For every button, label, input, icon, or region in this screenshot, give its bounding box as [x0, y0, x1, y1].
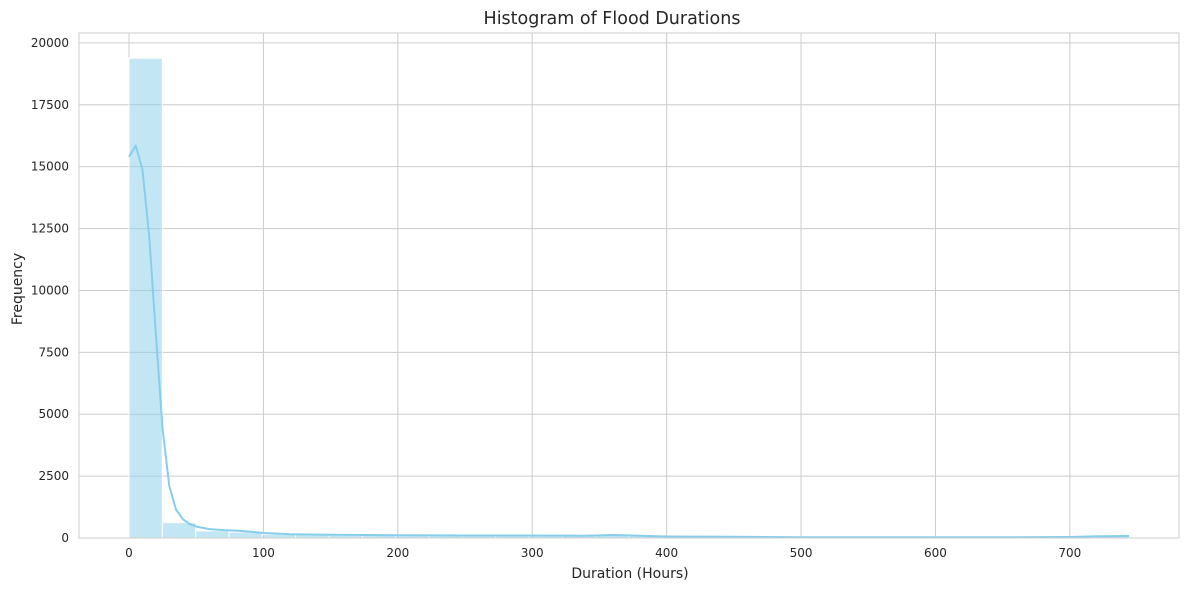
y-axis-label: Frequency	[10, 253, 26, 325]
y-tick-label: 20000	[31, 36, 69, 50]
y-tick-label: 15000	[31, 160, 69, 174]
x-tick-labels: 0 100 200 300 400 500 600 700	[125, 546, 1081, 560]
x-tick-label: 200	[386, 546, 409, 560]
y-tick-label: 10000	[31, 283, 69, 297]
y-tick-label: 0	[61, 531, 69, 545]
kde-layer	[128, 144, 1130, 539]
x-tick-label: 600	[924, 546, 947, 560]
x-tick-label: 0	[125, 546, 133, 560]
y-tick-label: 2500	[38, 469, 69, 483]
plot-frame	[78, 32, 1180, 539]
histogram-bar	[128, 57, 163, 539]
x-tick-label: 700	[1058, 546, 1081, 560]
y-tick-labels: 0 2500 5000 7500 10000 12500 15000 17500 20000	[31, 36, 69, 545]
x-axis-label: Duration (Hours)	[571, 566, 688, 582]
y-tick-label: 17500	[31, 98, 69, 112]
x-tick-label: 400	[655, 546, 678, 560]
plot-border	[78, 32, 1180, 539]
grid-layer	[79, 33, 1179, 539]
y-tick-label: 5000	[38, 407, 69, 421]
chart-title: Histogram of Flood Durations	[484, 9, 741, 29]
x-tick-label: 500	[790, 546, 813, 560]
histogram-bar	[195, 530, 230, 539]
bars-layer	[128, 57, 1130, 539]
y-tick-label: 7500	[38, 345, 69, 359]
kde-curve	[128, 144, 1130, 539]
x-tick-label: 100	[252, 546, 275, 560]
y-tick-label: 12500	[31, 222, 69, 236]
x-tick-label: 300	[521, 546, 544, 560]
